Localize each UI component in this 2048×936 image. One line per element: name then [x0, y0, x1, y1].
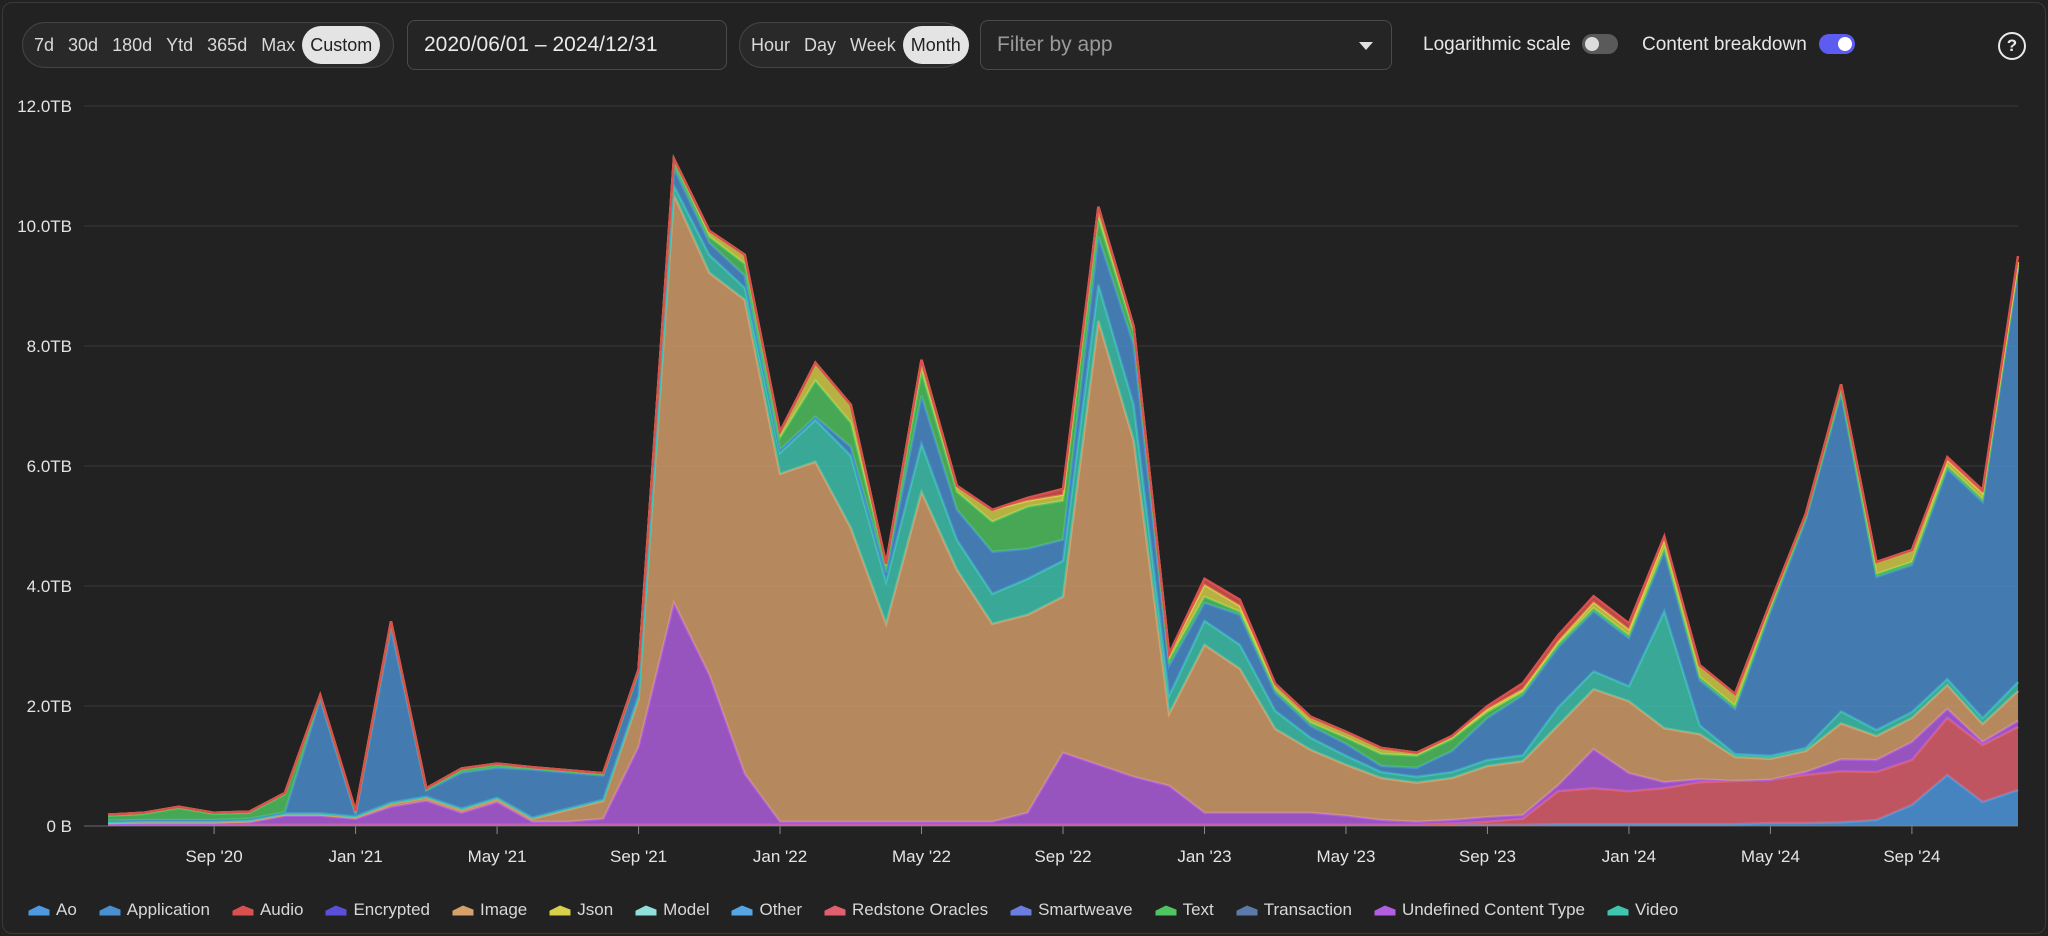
area-swatch-icon	[824, 905, 846, 916]
legend-label: Ao	[56, 900, 77, 919]
log-scale-label: Logarithmic scale	[1423, 34, 1571, 55]
legend-label: Application	[126, 900, 210, 919]
legend-item-smartweave[interactable]: Smartweave	[1010, 900, 1133, 920]
legend-item-transaction[interactable]: Transaction	[1236, 900, 1352, 920]
content-breakdown-label: Content breakdown	[1642, 34, 1807, 55]
content-breakdown-toggle[interactable]	[1819, 34, 1855, 54]
x-tick-label: Sep '22	[1034, 847, 1091, 866]
legend-item-redstone-oracles[interactable]: Redstone Oracles	[824, 900, 988, 920]
area-swatch-icon	[1607, 905, 1629, 916]
range-365d[interactable]: 365d	[207, 35, 248, 55]
x-tick-label: May '24	[1741, 847, 1800, 866]
x-tick-label: May '21	[468, 847, 527, 866]
toggle-knob	[1585, 37, 1599, 51]
app-filter-placeholder: Filter by app	[997, 33, 1113, 56]
legend-label: Smartweave	[1038, 900, 1133, 919]
area-swatch-icon	[1155, 905, 1177, 916]
legend-item-text[interactable]: Text	[1155, 900, 1214, 920]
legend-item-video[interactable]: Video	[1607, 900, 1678, 920]
y-tick-label: 12.0TB	[17, 97, 72, 116]
area-swatch-icon	[1010, 905, 1032, 916]
chevron-down-icon	[1359, 42, 1373, 50]
x-tick-label: Sep '21	[610, 847, 667, 866]
log-scale-toggle[interactable]	[1582, 34, 1618, 54]
legend-label: Transaction	[1263, 900, 1352, 919]
legend-item-model[interactable]: Model	[635, 900, 709, 920]
area-redstone-oracles	[108, 718, 2018, 825]
legend-label: Image	[480, 900, 528, 919]
legend-label: Undefined Content Type	[1401, 900, 1585, 919]
x-tick-label: Sep '24	[1883, 847, 1940, 866]
chart-legend: Ao Application Audio Encrypted Image Json Mode…	[28, 898, 1700, 922]
area-swatch-icon	[549, 905, 571, 916]
area-swatch-icon	[28, 905, 50, 916]
range-180d[interactable]: 180d	[112, 35, 153, 55]
time-range-selector: 7d 30d 180d Ytd 365d Max Custom	[22, 22, 394, 68]
legend-label: Redstone Oracles	[852, 900, 989, 919]
y-tick-label: 6.0TB	[27, 457, 72, 476]
x-tick-label: May '22	[892, 847, 951, 866]
help-icon[interactable]: ?	[1998, 32, 2026, 60]
legend-label: Json	[577, 900, 614, 919]
legend-item-image[interactable]: Image	[452, 900, 527, 920]
area-swatch-icon	[452, 905, 474, 916]
granularity-day[interactable]: Day	[804, 35, 837, 55]
range-max[interactable]: Max	[261, 35, 296, 55]
legend-item-audio[interactable]: Audio	[232, 900, 303, 920]
area-swatch-icon	[1236, 905, 1258, 916]
x-tick-label: Sep '23	[1459, 847, 1516, 866]
y-tick-label: 4.0TB	[27, 577, 72, 596]
x-tick-label: Sep '20	[186, 847, 243, 866]
x-tick-label: Jan '22	[753, 847, 807, 866]
y-tick-label: 10.0TB	[17, 217, 72, 236]
area-swatch-icon	[232, 905, 254, 916]
granularity-month[interactable]: Month	[902, 26, 969, 64]
range-ytd[interactable]: Ytd	[166, 35, 194, 55]
x-tick-label: Jan '21	[328, 847, 382, 866]
granularity-hour[interactable]: Hour	[751, 35, 791, 55]
x-tick-label: Jan '24	[1602, 847, 1656, 866]
range-7d[interactable]: 7d	[34, 35, 55, 55]
area-swatch-icon	[731, 905, 753, 916]
legend-item-encrypted[interactable]: Encrypted	[325, 900, 430, 920]
legend-item-other[interactable]: Other	[731, 900, 802, 920]
y-tick-label: 2.0TB	[27, 697, 72, 716]
granularity-selector: Hour Day Week Month	[739, 22, 969, 68]
legend-item-application[interactable]: Application	[99, 900, 210, 920]
legend-item-json[interactable]: Json	[549, 900, 613, 920]
x-tick-label: Jan '23	[1177, 847, 1231, 866]
legend-label: Audio	[259, 900, 304, 919]
legend-item-ao[interactable]: Ao	[28, 900, 77, 920]
legend-label: Other	[759, 900, 803, 919]
date-range-input[interactable]: 2020/06/01 – 2024/12/31	[407, 20, 727, 70]
area-swatch-icon	[635, 905, 657, 916]
area-swatch-icon	[99, 905, 121, 916]
range-30d[interactable]: 30d	[68, 35, 99, 55]
chart-toolbar: 7d 30d 180d Ytd 365d Max Custom 2020/06/01 – 2…	[22, 20, 2026, 74]
legend-item-undefined-content-type[interactable]: Undefined Content Type	[1374, 900, 1585, 920]
stacked-area-chart: 0 B 2.0TB 4.0TB 6.0TB 8.0TB 10.0TB 12.0TB Sep '…	[17, 97, 2020, 866]
legend-label: Model	[663, 900, 710, 919]
area-swatch-icon	[1374, 905, 1396, 916]
area-image	[108, 194, 2018, 825]
y-tick-label: 8.0TB	[27, 337, 72, 356]
range-custom[interactable]: Custom	[302, 26, 381, 64]
legend-label: Video	[1635, 900, 1679, 919]
legend-label: Encrypted	[353, 900, 430, 919]
y-tick-label: 0 B	[46, 817, 72, 836]
app-filter-dropdown[interactable]: Filter by app	[980, 20, 1392, 70]
line-audio	[107, 154, 2020, 816]
area-swatch-icon	[325, 905, 347, 916]
toggle-knob	[1838, 37, 1852, 51]
area-undefined-content-type	[108, 602, 2018, 825]
legend-label: Text	[1182, 900, 1214, 919]
x-tick-label: May '23	[1316, 847, 1375, 866]
granularity-week[interactable]: Week	[850, 35, 896, 55]
